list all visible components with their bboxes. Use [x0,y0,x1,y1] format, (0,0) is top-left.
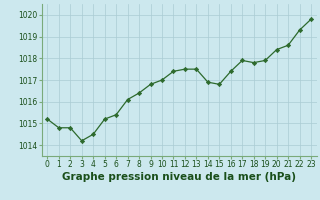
X-axis label: Graphe pression niveau de la mer (hPa): Graphe pression niveau de la mer (hPa) [62,172,296,182]
